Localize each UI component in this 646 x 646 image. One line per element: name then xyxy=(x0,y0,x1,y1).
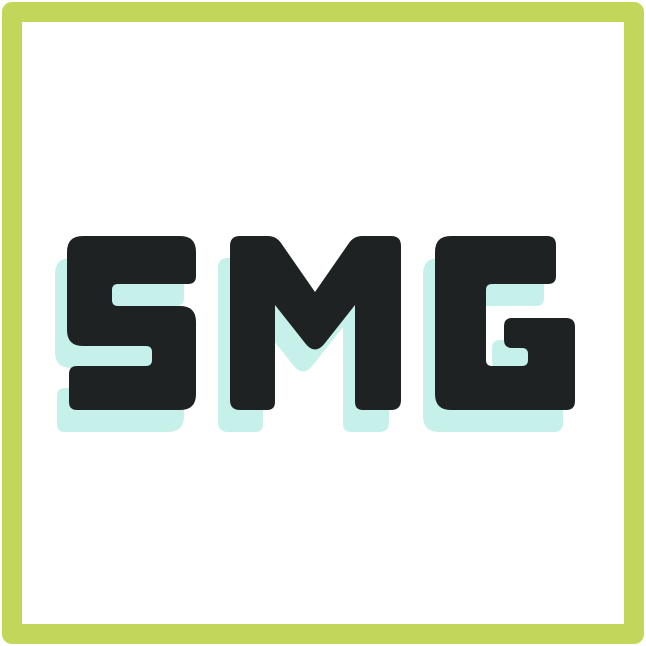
letter-g xyxy=(435,236,575,410)
letter-s xyxy=(67,236,196,410)
logo-main-letters xyxy=(67,236,575,410)
letter-m xyxy=(230,236,401,410)
